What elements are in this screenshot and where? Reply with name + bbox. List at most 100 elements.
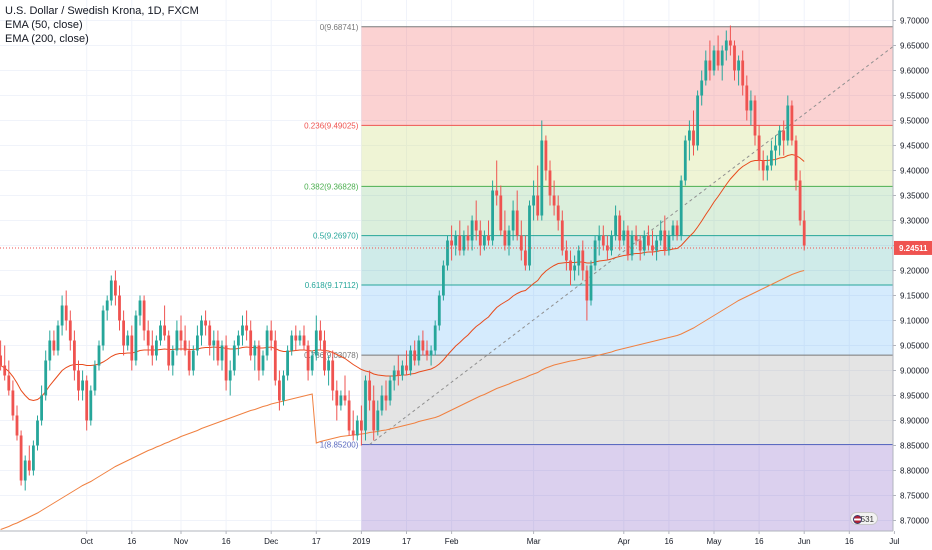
candle-body [368,380,371,401]
candle [97,340,101,371]
candle [659,220,663,246]
candle [294,325,298,351]
candle [679,175,683,241]
candle [790,100,794,146]
candle [450,225,453,261]
y-tick-label: 8.95000 [900,392,929,401]
candle-body [15,415,19,436]
candle [782,120,786,156]
candle-body [733,45,736,71]
candle [729,25,732,56]
candle [405,350,408,376]
candle-body [675,225,679,236]
fib-level-label: 0.786(9.03078) [304,351,359,360]
candle-body [388,380,392,401]
candle [220,340,224,371]
candle [544,135,548,181]
x-tick-label: Nov [174,537,188,546]
candle-body [52,340,56,351]
event-badge[interactable]: 8531 [850,512,878,525]
x-tick-label: Mar [527,537,541,546]
candle [278,370,281,411]
candle-body [294,335,298,341]
candle-body [487,235,490,241]
candle [614,205,617,241]
candle-body [532,195,535,206]
candle [138,295,142,326]
candle-body [376,410,380,431]
candle [155,335,158,361]
candle [696,90,699,151]
fib-zone [361,355,893,445]
candles [0,25,806,491]
candle [495,160,499,206]
candle-body [798,180,802,221]
candle-body [73,340,76,371]
candle-body [794,140,798,181]
candle [716,35,720,71]
candle-body [126,335,130,346]
candle [577,245,581,276]
fib-level-label: 0.382(9.36828) [304,182,359,191]
ema50-legend[interactable]: EMA (50, close) [5,19,83,31]
x-tick-label: 17 [402,537,411,546]
ema200-legend[interactable]: EMA (200, close) [5,33,89,45]
candle-body [778,130,781,146]
candle [44,350,48,401]
candle [331,350,335,401]
candle-body [683,140,687,181]
candle-body [651,245,654,251]
candle [64,290,68,331]
x-tick-label: Jul [889,537,899,546]
fibonacci-retracement: 0(9.68741) 0.236(9.49025) 0.382(9.36828) 0.… [304,23,893,531]
candle-body [601,235,605,246]
candle-body [528,205,531,266]
candle [286,345,289,381]
candle-body [196,335,199,351]
candle [368,370,371,411]
candle [671,220,675,241]
candle-body [716,50,720,66]
candle-body [134,315,138,361]
candle-body [511,210,515,231]
candle [183,325,187,356]
candle-body [175,330,179,351]
candle [733,40,736,81]
candle [552,180,556,216]
candle-body [446,240,449,266]
fib-level-label: 0.236(9.49025) [304,121,359,130]
candle [573,255,576,281]
candle [319,320,322,351]
candle-body [405,365,408,371]
candle [757,125,761,171]
x-tick-label: Oct [80,537,93,546]
y-tick-label: 8.85000 [900,442,929,451]
candle [167,330,171,371]
candle [417,335,421,366]
candle [339,390,343,411]
candle-body [319,330,322,341]
candle [269,320,273,351]
x-axis: Oct 16 Nov 16 Dec 17 2019 17 Feb Mar Apr 16 May 16 Jun… [0,530,932,550]
candle-body [3,365,7,376]
candle [224,335,228,391]
candle-body [81,380,84,391]
candle-body [442,265,445,296]
y-tick-label: 8.75000 [900,492,929,501]
candle [565,240,568,271]
y-tick-label: 9.65000 [900,42,929,51]
candle-body [241,325,244,336]
candle-body [573,265,576,271]
us-flag-icon [853,515,862,524]
candle [618,210,622,251]
y-axis: 9.70000 9.65000 9.60000 9.55000 9.50000 9.450… [892,0,932,550]
candle [454,230,458,256]
fib-zone [361,26,893,126]
candle-body [413,350,417,361]
candle [524,235,527,271]
y-axis-background [893,0,932,550]
candle-body [495,190,499,196]
candle [73,330,76,381]
